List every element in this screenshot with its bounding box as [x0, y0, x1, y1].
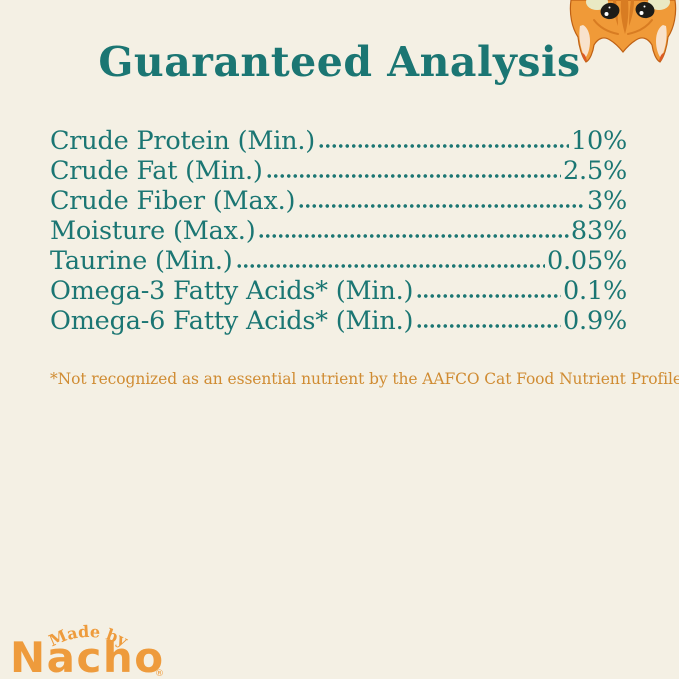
page-title: Guaranteed Analysis — [98, 38, 581, 86]
analysis-row: Taurine (Min.) 0.05% — [50, 246, 627, 276]
analysis-table: Crude Protein (Min.) 10% Crude Fat (Min.… — [50, 126, 627, 336]
analysis-row: Omega-3 Fatty Acids* (Min.) 0.1% — [50, 276, 627, 306]
footnote: *Not recognized as an essential nutrient… — [50, 370, 679, 388]
analysis-row: Omega-6 Fatty Acids* (Min.) 0.9% — [50, 306, 627, 336]
analysis-row: Crude Fiber (Max.) 3% — [50, 186, 627, 216]
dotted-leader — [298, 202, 585, 210]
nutrient-label: Crude Fat (Min.) — [50, 156, 263, 186]
nutrient-label: Omega-3 Fatty Acids* (Min.) — [50, 276, 414, 306]
analysis-row: Crude Protein (Min.) 10% — [50, 126, 627, 156]
nutrient-value: 2.5% — [563, 156, 627, 186]
logo-brand: Nacho — [10, 633, 165, 678]
registered-mark: ® — [155, 669, 164, 678]
nutrient-value: 0.9% — [563, 306, 627, 336]
nutrient-value: 10% — [570, 126, 627, 156]
analysis-row: Moisture (Max.) 83% — [50, 216, 627, 246]
nutrient-label: Omega-6 Fatty Acids* (Min.) — [50, 306, 414, 336]
nutrient-value: 0.05% — [546, 246, 627, 276]
analysis-row: Crude Fat (Min.) 2.5% — [50, 156, 627, 186]
nutrient-label: Moisture (Max.) — [50, 216, 256, 246]
dotted-leader — [258, 232, 569, 240]
made-by-nacho-logo: Made by Nacho ® — [8, 614, 168, 678]
dotted-leader — [318, 142, 569, 150]
dotted-leader — [265, 172, 562, 180]
nacho-cat-peeking-icon — [569, 0, 677, 63]
dotted-leader — [416, 292, 562, 300]
dotted-leader — [416, 322, 562, 330]
dotted-leader — [235, 262, 545, 270]
nutrient-value: 0.1% — [563, 276, 627, 306]
nutrient-value: 3% — [586, 186, 627, 216]
nutrient-label: Crude Protein (Min.) — [50, 126, 316, 156]
nutrient-label: Crude Fiber (Max.) — [50, 186, 296, 216]
nutrient-value: 83% — [570, 216, 627, 246]
nutrient-label: Taurine (Min.) — [50, 246, 233, 276]
